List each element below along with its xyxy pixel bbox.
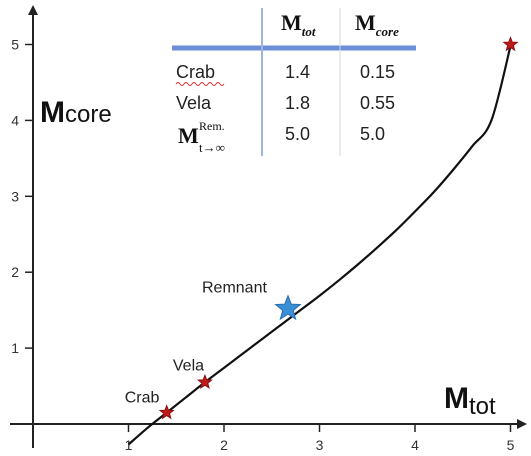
- table-header-mtot: Mtot: [281, 10, 316, 39]
- table-row-label-vela: Vela: [176, 93, 212, 113]
- x-axis-title: Mtot: [444, 382, 496, 420]
- table-cell-vela-mtot: 1.8: [285, 93, 310, 113]
- table-cell-crab-mtot: 1.4: [285, 62, 310, 82]
- x-tick-label-2: 2: [220, 437, 228, 453]
- point-star-point-3: [502, 36, 519, 52]
- y-tick-label-2: 2: [11, 264, 19, 280]
- x-tick-label-4: 4: [411, 437, 419, 453]
- point-label-crab: Crab: [125, 390, 160, 407]
- series-curve: [127, 45, 512, 446]
- table-cell-crab-mcore: 0.15: [360, 62, 395, 82]
- x-tick-label-3: 3: [316, 437, 324, 453]
- table-row-label-crab: Crab: [176, 62, 215, 82]
- y-tick-label-1: 1: [11, 340, 19, 356]
- table-header-mcore: Mcore: [355, 10, 399, 39]
- spellcheck-underline: [175, 82, 225, 86]
- point-star-vela: [196, 373, 213, 390]
- x-tick-label-1: 1: [125, 437, 133, 453]
- y-axis-title: Mcore: [40, 96, 112, 129]
- table-cell-remnant-mtot: 5.0: [285, 124, 310, 144]
- point-label-remnant: Remnant: [202, 280, 267, 297]
- y-tick-label-5: 5: [11, 37, 19, 53]
- y-ticks: 1 2 3 4 5: [11, 37, 33, 356]
- table-row-label-remnant: M: [178, 123, 199, 148]
- point-label-vela: Vela: [173, 357, 204, 374]
- point-star-remnant: [274, 294, 302, 321]
- y-tick-label-3: 3: [11, 188, 19, 204]
- table-row-label-remnant-sub: t→∞: [199, 140, 225, 155]
- data-table: Mtot Mcore Crab 1.4 0.15 Vela 1.8 0.55 M…: [172, 8, 416, 156]
- point-star-crab: [158, 404, 175, 420]
- table-cell-remnant-mcore: 5.0: [360, 124, 385, 144]
- table-cell-vela-mcore: 0.55: [360, 93, 395, 113]
- x-ticks: 1 2 3 4 5: [125, 424, 515, 453]
- x-tick-label-5: 5: [507, 437, 515, 453]
- y-tick-label-4: 4: [11, 112, 19, 128]
- data-points: Crab Vela Remnant: [125, 36, 519, 420]
- table-row-label-remnant-sup: Rem.: [199, 119, 225, 133]
